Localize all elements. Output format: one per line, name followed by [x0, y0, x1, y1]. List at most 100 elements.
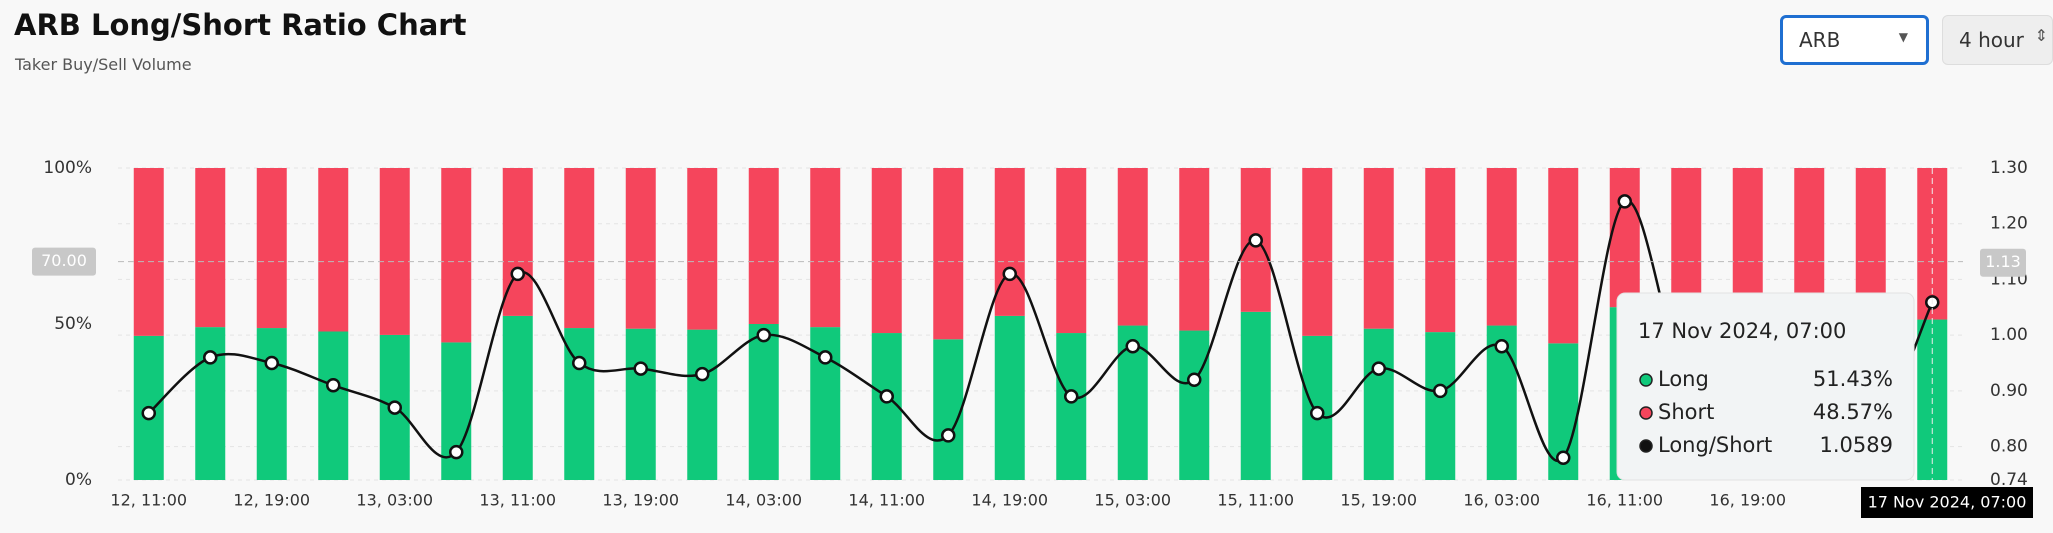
- tooltip-box: [1616, 292, 1915, 481]
- x-tick-label: 12, 19:00: [233, 491, 310, 510]
- ratio-point: [633, 361, 648, 376]
- crosshair-y-label: 70.00: [41, 251, 87, 270]
- ratio-point: [695, 366, 710, 382]
- tooltip-title: 17 Nov 2024, 07:00: [1638, 319, 1846, 343]
- ratio-point: [1371, 361, 1386, 376]
- bar-segment: [871, 168, 902, 334]
- bar-segment: [748, 324, 779, 480]
- x-tick-label: 14, 11:00: [848, 491, 925, 510]
- bar-segment: [195, 168, 226, 328]
- crosshair-y2-badge: [1980, 248, 2026, 277]
- bar-segment: [133, 168, 164, 336]
- bar-segment: [564, 328, 595, 480]
- y2-tick-label: 0.90: [1990, 381, 2028, 401]
- ratio-line: [147, 199, 1934, 462]
- tooltip-swatch: [1639, 439, 1653, 453]
- ratio-point: [449, 444, 464, 460]
- bar-segment: [1425, 168, 1456, 333]
- ratio-point: [1310, 405, 1325, 421]
- bar-segment: [1609, 168, 1640, 308]
- y2-tick-label: 1.30: [1990, 158, 2028, 178]
- bar-segment: [1302, 168, 1333, 336]
- x-tick-label: 16, 11:00: [1586, 491, 1663, 510]
- bar-segment: [810, 168, 841, 328]
- crosshair-y-badge: [32, 247, 96, 276]
- ratio-point: [818, 350, 833, 365]
- ratio-point: [141, 405, 156, 421]
- spinner-arrow: ⇕: [2034, 26, 2048, 45]
- ratio-point: [1125, 339, 1140, 354]
- x-tick-label: 15, 03:00: [1094, 491, 1171, 510]
- bar-segment: [195, 327, 226, 480]
- symbol-value: ARB: [1799, 28, 1841, 52]
- bar-segment: [625, 328, 656, 480]
- x-tick-label: 14, 19:00: [971, 491, 1048, 510]
- ratio-point: [264, 355, 279, 371]
- x-tick-label: 13, 11:00: [479, 491, 556, 510]
- bar-segment: [994, 315, 1025, 480]
- bar-segment: [318, 331, 349, 480]
- tooltip-name: Short: [1658, 400, 1714, 424]
- tooltip: 17 Nov 2024, 07:00 Long 51.43% Short 48.57% L…: [1616, 292, 1915, 481]
- y-tick-label: 0%: [65, 470, 92, 490]
- bar-segment: [564, 168, 595, 329]
- tooltip-value: 1.0589: [1820, 433, 1893, 457]
- y2-tick-label: 0.80: [1990, 437, 2028, 457]
- bar-segment: [1179, 168, 1210, 331]
- bar-segment: [748, 168, 779, 324]
- bar-segment: [687, 329, 718, 480]
- y-tick-label: 100%: [43, 158, 92, 178]
- bar-segment: [1363, 168, 1394, 329]
- bar-segment: [1179, 330, 1210, 480]
- ratio-point: [879, 389, 894, 404]
- bar-segment: [1240, 311, 1271, 480]
- interval-select[interactable]: 4 hour ⇕: [1942, 15, 2053, 65]
- page-title: ARB Long/Short Ratio Chart: [14, 8, 467, 42]
- interval-value: 4 hour: [1959, 28, 2024, 52]
- bar-segment: [1548, 168, 1579, 344]
- symbol-select[interactable]: ARB ▼: [1780, 15, 1929, 65]
- ratio-point: [326, 378, 341, 393]
- x-tick-label: 14, 03:00: [725, 491, 802, 510]
- tooltip-name: Long: [1658, 367, 1709, 391]
- bar-segment: [1425, 332, 1456, 480]
- ratio-point: [756, 327, 771, 343]
- ratio-point: [1064, 389, 1079, 404]
- bar-segment: [1117, 168, 1148, 326]
- bar-segment: [687, 168, 718, 330]
- x-tick-label: 16, 19:00: [1709, 491, 1786, 510]
- ratio-point: [1187, 372, 1202, 387]
- bar-segment: [318, 168, 349, 332]
- ratio-point: [510, 266, 525, 282]
- page-subtitle: Taker Buy/Sell Volume: [15, 55, 192, 74]
- y2-tick-label: 1.20: [1990, 214, 2028, 234]
- bar-segment: [1056, 333, 1087, 480]
- bar-segment: [625, 168, 656, 329]
- bar-segment: [1056, 168, 1087, 334]
- y2-tick-label: 0.74: [1990, 470, 2028, 490]
- x-tick-label: 13, 03:00: [356, 491, 433, 510]
- x-tick-label: 15, 19:00: [1340, 491, 1417, 510]
- bar-segment: [1363, 328, 1394, 480]
- crosshair-x-label: 17 Nov 2024, 07:00: [1868, 493, 2027, 512]
- tooltip-swatch: [1639, 373, 1653, 387]
- ratio-point: [1556, 450, 1571, 465]
- ratio-point: [1002, 266, 1017, 282]
- bar-segment: [810, 327, 841, 480]
- tooltip-value: 48.57%: [1813, 400, 1893, 424]
- x-tick-label: 12, 11:00: [110, 491, 187, 510]
- x-tick-label: 13, 19:00: [602, 491, 679, 510]
- ratio-point: [1617, 194, 1632, 209]
- ratio-point: [572, 355, 587, 371]
- bar-segment: [256, 168, 287, 329]
- ratio-point: [387, 400, 402, 415]
- ratio-point: [203, 350, 218, 365]
- ratio-point: [1248, 233, 1263, 248]
- tooltip-value: 51.43%: [1813, 367, 1893, 391]
- tooltip-name: Long/Short: [1658, 433, 1772, 457]
- bar-segment: [441, 168, 472, 343]
- bar-segment: [1486, 168, 1517, 326]
- x-tick-label: 16, 03:00: [1463, 491, 1540, 510]
